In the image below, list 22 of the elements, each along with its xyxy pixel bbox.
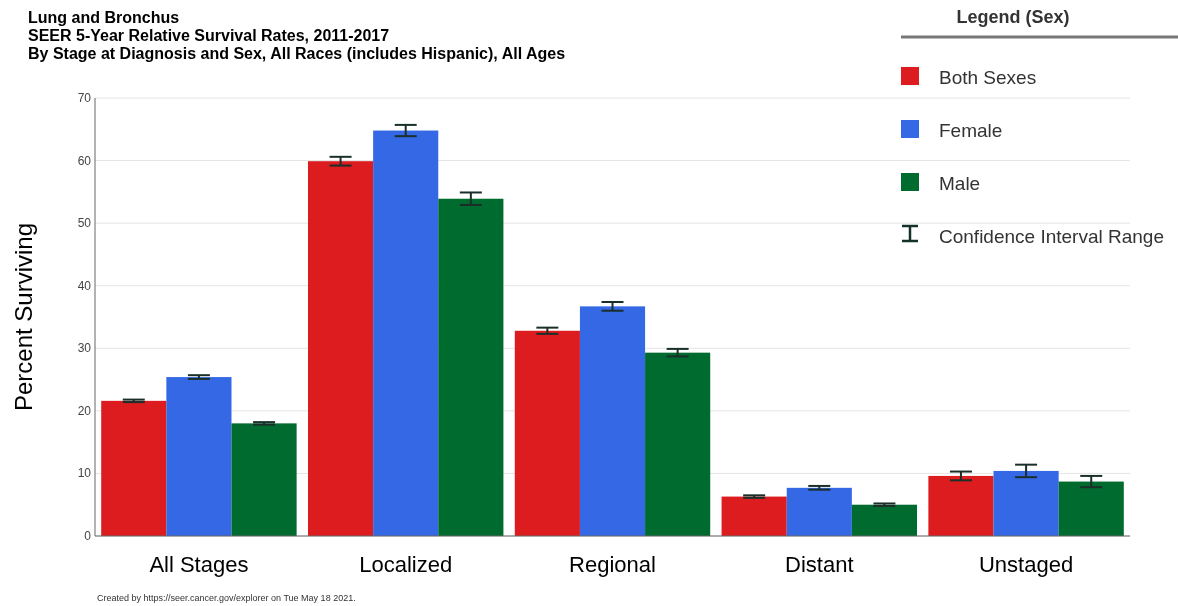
y-tick-label: 60 (77, 153, 92, 168)
y-tick-label: 30 (77, 341, 92, 356)
legend-label: Female (939, 120, 1003, 141)
legend-label: Both Sexes (939, 67, 1037, 88)
y-tick-label: 50 (77, 216, 92, 231)
y-tick-label: 70 (77, 91, 92, 105)
chart-title: Lung and Bronchus (28, 9, 180, 26)
y-tick-label: 10 (77, 466, 92, 481)
legend-title: Legend (Sex) (956, 7, 1070, 27)
x-tick-label: Regional (569, 552, 656, 577)
y-axis-title: Percent Surviving (10, 222, 37, 412)
x-tick-label: Distant (785, 552, 854, 577)
chart-subtitle: SEER 5-Year Relative Survival Rates, 2011-2017 By Stage at Diagnosis and Sex, All Races (includes Hispanic), All Ages (28, 27, 566, 62)
text: Created by https://seer.cancer.gov/explorer on Tue May 18 2021. (97, 593, 356, 603)
x-tick-label: All Stages (149, 552, 249, 577)
annotation: Confidence Interval Range (939, 226, 1164, 247)
x-tick-label: Localized (359, 552, 453, 577)
legend-label: Male (939, 173, 981, 194)
x-tick-label: Unstaged (978, 552, 1074, 577)
y-tick-label: 20 (77, 403, 92, 418)
y-tick-label: 40 (77, 278, 92, 293)
y-tick-label: 0 (84, 529, 92, 543)
